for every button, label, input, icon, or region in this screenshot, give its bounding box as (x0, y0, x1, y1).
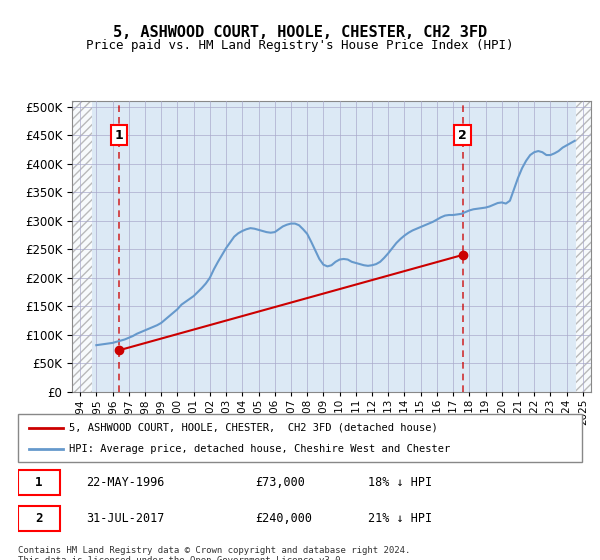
Text: HPI: Average price, detached house, Cheshire West and Chester: HPI: Average price, detached house, Ches… (69, 444, 450, 454)
Text: 18% ↓ HPI: 18% ↓ HPI (368, 476, 432, 489)
FancyBboxPatch shape (18, 470, 60, 494)
Text: 1: 1 (115, 129, 123, 142)
Text: 5, ASHWOOD COURT, HOOLE, CHESTER,  CH2 3FD (detached house): 5, ASHWOOD COURT, HOOLE, CHESTER, CH2 3F… (69, 423, 437, 433)
Text: Price paid vs. HM Land Registry's House Price Index (HPI): Price paid vs. HM Land Registry's House … (86, 39, 514, 52)
Text: £240,000: £240,000 (255, 512, 312, 525)
Bar (577, 101, 591, 392)
FancyBboxPatch shape (18, 506, 60, 531)
Text: £73,000: £73,000 (255, 476, 305, 489)
Text: 5, ASHWOOD COURT, HOOLE, CHESTER, CH2 3FD: 5, ASHWOOD COURT, HOOLE, CHESTER, CH2 3F… (113, 25, 487, 40)
Text: 2: 2 (458, 129, 467, 142)
Text: 1: 1 (35, 476, 43, 489)
Text: 31-JUL-2017: 31-JUL-2017 (86, 512, 164, 525)
Bar (72, 101, 92, 392)
Text: 2: 2 (35, 512, 43, 525)
Text: 21% ↓ HPI: 21% ↓ HPI (368, 512, 432, 525)
Text: Contains HM Land Registry data © Crown copyright and database right 2024.
This d: Contains HM Land Registry data © Crown c… (18, 546, 410, 560)
FancyBboxPatch shape (18, 414, 582, 462)
Text: 22-MAY-1996: 22-MAY-1996 (86, 476, 164, 489)
